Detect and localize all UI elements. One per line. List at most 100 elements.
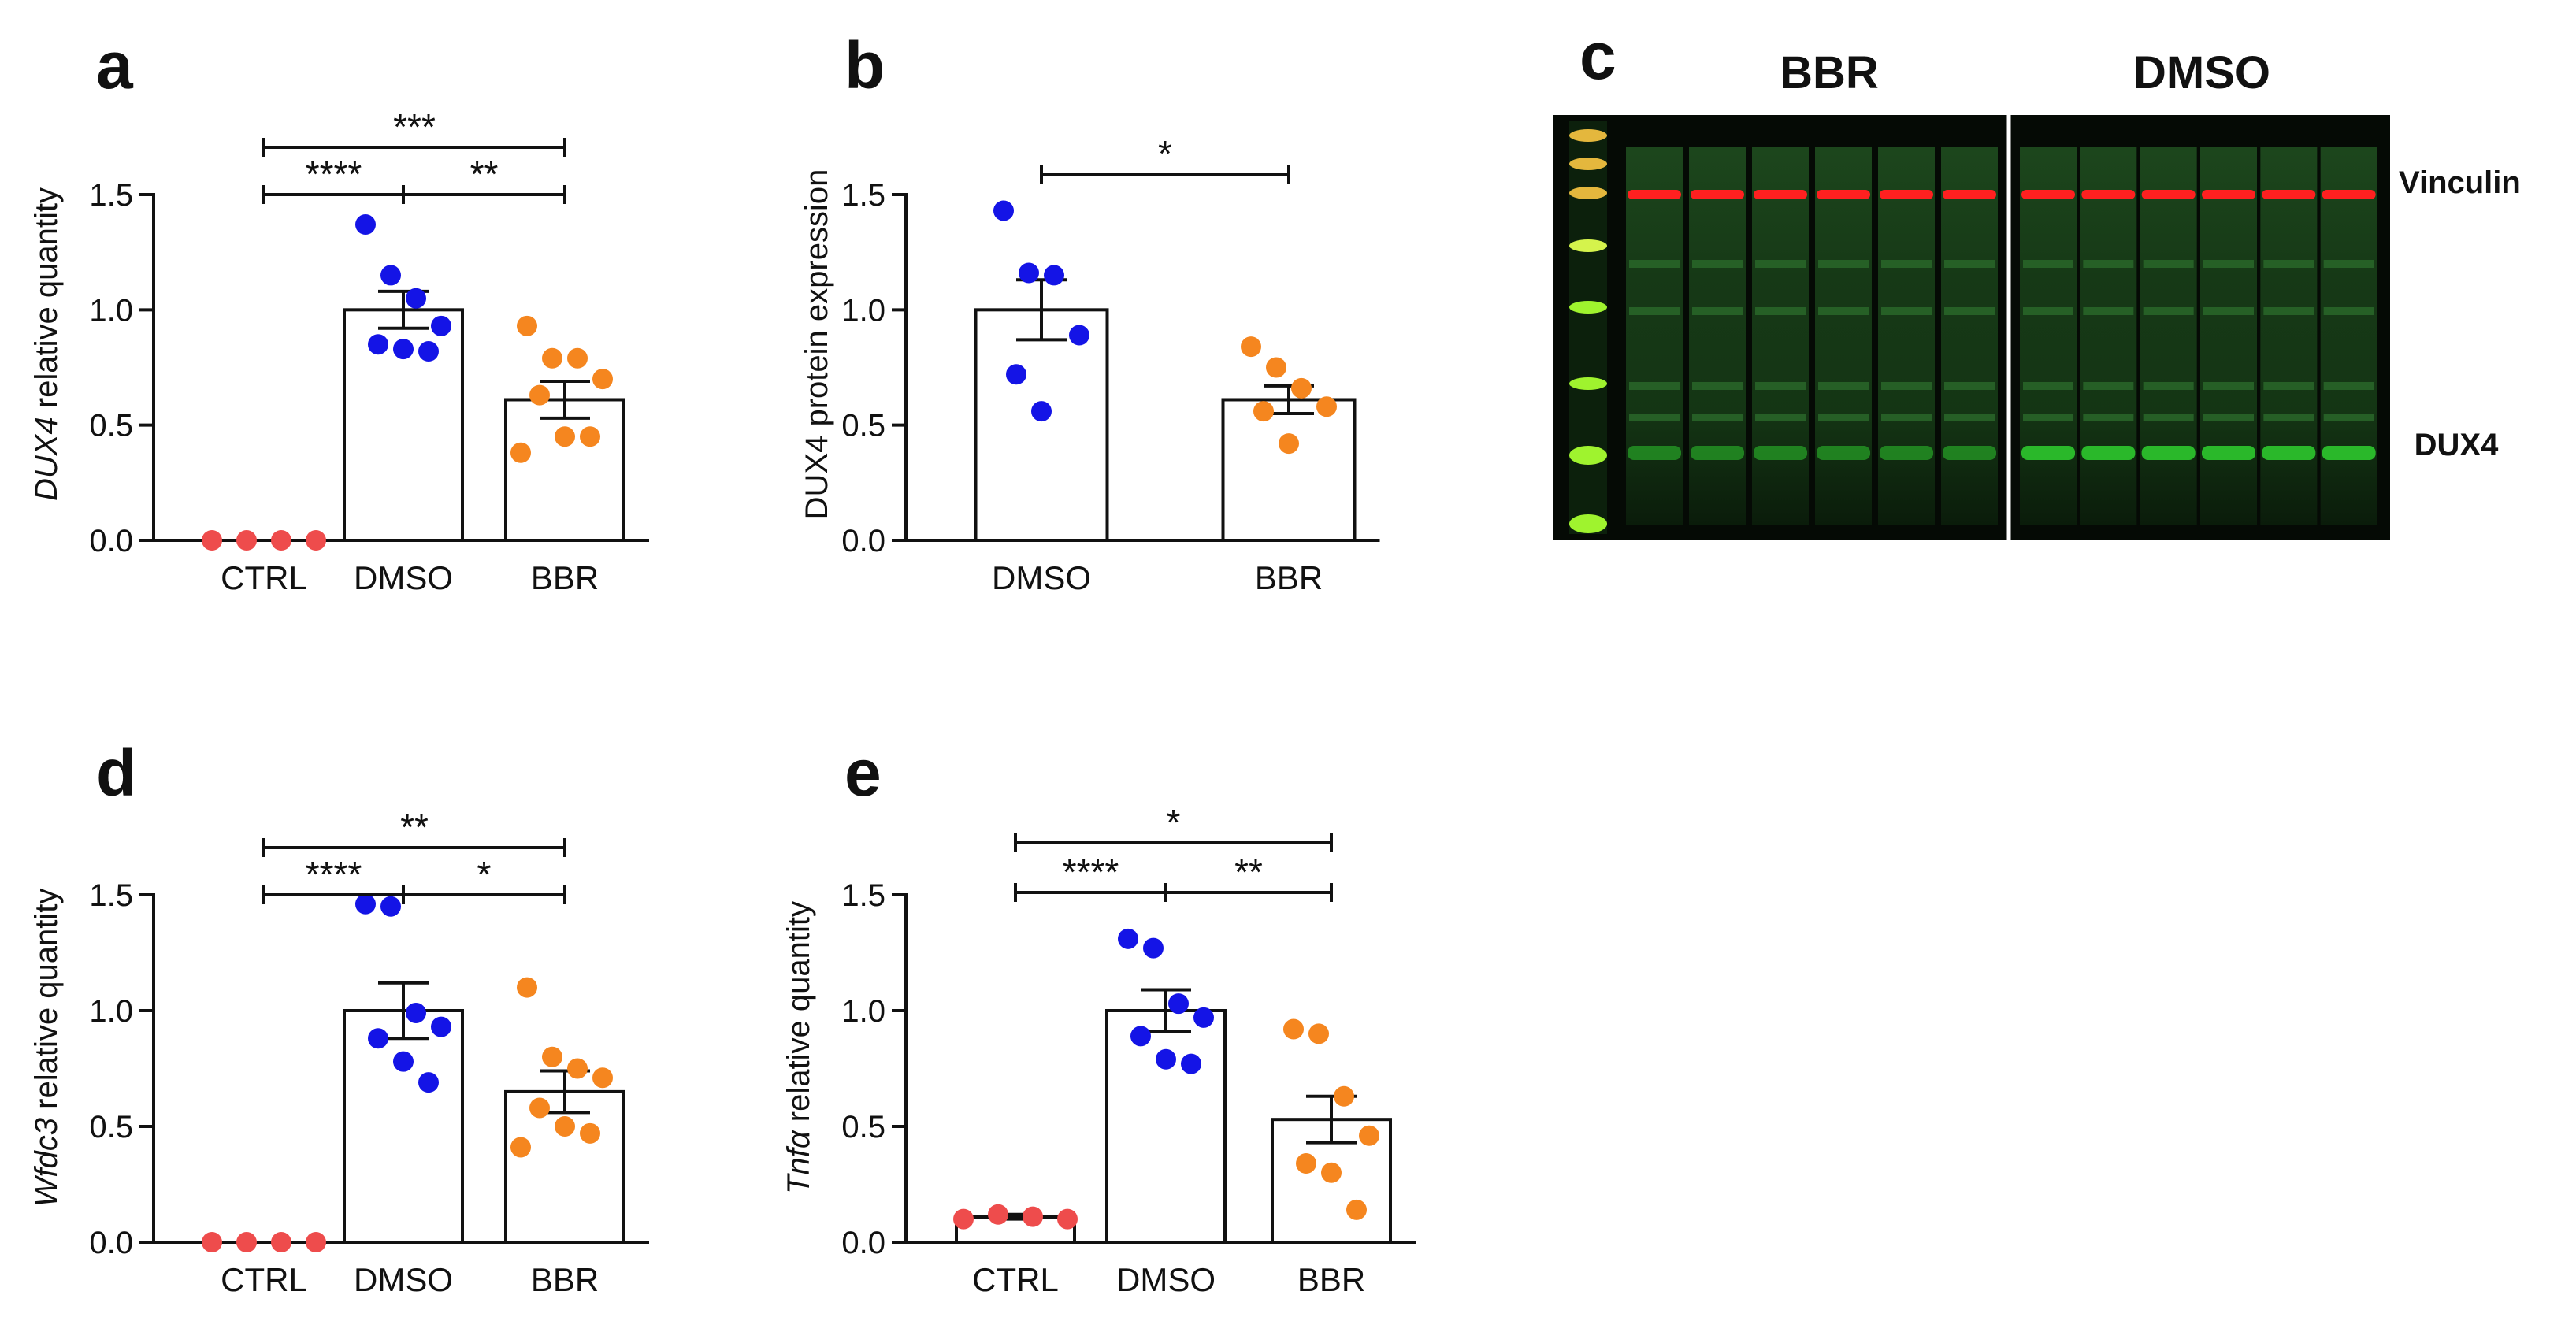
blot-faint-band — [1692, 260, 1743, 268]
panel-b-point-bbr — [1316, 396, 1337, 417]
blot-dux4-band — [2262, 446, 2316, 460]
panel-a-point-ctrl — [202, 530, 222, 551]
panel-e-point-dmso — [1181, 1053, 1201, 1074]
blot-faint-band — [1755, 307, 1806, 315]
blot-faint-band — [2263, 382, 2314, 390]
panel-a-sig-label: *** — [393, 106, 436, 147]
blot-faint-band — [2263, 260, 2314, 268]
panel-d-point-bbr — [529, 1097, 550, 1119]
blot-sample-lane — [2080, 147, 2137, 525]
panel-d-y-label-rest: relative quantity — [29, 889, 64, 1118]
blot-sample-lane — [1689, 147, 1746, 525]
blot-sample-lane — [2020, 147, 2077, 525]
panel-a-point-bbr — [542, 347, 562, 369]
blot-faint-band — [1944, 260, 1995, 268]
blot-dux4-band — [1943, 446, 1996, 460]
panel-b-x-tick-label-bbr: BBR — [1255, 559, 1323, 596]
blot-sample-lane — [2200, 147, 2257, 525]
blot-ladder-lane — [1569, 121, 1607, 534]
panel-e-point-bbr — [1321, 1162, 1342, 1183]
panel-d-y-tick-label: 1.5 — [89, 878, 133, 913]
blot-faint-band — [1692, 307, 1743, 315]
blot-faint-band — [1818, 260, 1869, 268]
panel-b-y-label-rest: DUX4 protein expression — [800, 169, 834, 520]
panel-e-y-tick-label: 1.0 — [841, 994, 885, 1029]
panel-d-point-dmso — [406, 1002, 426, 1023]
panel-e-y-axis-label: Tnfα relative quantity — [781, 901, 816, 1194]
panel-d-point-ctrl — [202, 1232, 222, 1252]
blot-faint-band — [2083, 260, 2134, 268]
blot-faint-band — [2023, 382, 2073, 390]
blot-faint-band — [1881, 307, 1932, 315]
panel-a-point-bbr — [580, 426, 600, 447]
blot-faint-band — [2143, 382, 2194, 390]
panel-b-point-bbr — [1291, 377, 1312, 399]
blot-faint-band — [1755, 260, 1806, 268]
panel-e-x-tick-label-dmso: DMSO — [1116, 1261, 1216, 1298]
panel-e-bar-dmso — [1105, 1009, 1227, 1244]
panel-e-point-bbr — [1296, 1153, 1316, 1174]
panel-b-point-dmso — [1069, 325, 1089, 346]
blot-faint-band — [2203, 260, 2254, 268]
panel-e-point-dmso — [1130, 1026, 1151, 1047]
panel-e-x-tick-label-ctrl: CTRL — [972, 1261, 1059, 1298]
panel-e-point-bbr — [1283, 1018, 1304, 1040]
panel-a-point-bbr — [592, 369, 613, 390]
blot-faint-band — [1818, 382, 1869, 390]
panel-d-point-bbr — [592, 1067, 613, 1089]
blot-faint-band — [2143, 307, 2194, 315]
blot-ladder-band — [1569, 514, 1607, 533]
panel-d-y-label-italic: Wfdc3 — [29, 1118, 64, 1207]
blot-sample-lane — [1752, 147, 1809, 525]
panel-e-sig-label: * — [1167, 802, 1181, 843]
panel-e-point-dmso — [1118, 928, 1138, 949]
panel-d-point-dmso — [393, 1051, 414, 1072]
panel-a-y-axis-label: DUX4 relative quantity — [29, 187, 64, 501]
panel-b-y-tick-label: 1.0 — [841, 293, 885, 328]
blot-faint-band — [2023, 414, 2073, 421]
panel-c-western-blot: c BBR DMSO Vinculin DUX4 — [1553, 19, 2521, 540]
panel-d-x-tick-label-ctrl: CTRL — [221, 1261, 307, 1298]
panel-d-x-tick-label-dmso: DMSO — [354, 1261, 453, 1298]
panel-b-point-dmso — [1044, 265, 1064, 286]
blot-faint-band — [1629, 382, 1680, 390]
blot-faint-band — [2323, 382, 2374, 390]
panel-d-sig-label: * — [477, 854, 492, 895]
blot-faint-band — [2263, 414, 2314, 421]
blot-ladder-band — [1569, 239, 1607, 252]
panel-d-sig-label: ** — [400, 807, 429, 848]
blot-dux4-band — [1880, 446, 1933, 460]
panel-d-y-tick-label: 1.0 — [89, 994, 133, 1029]
blot-dux4-band — [1691, 446, 1744, 460]
blot-sample-lane — [1815, 147, 1872, 525]
panel-b-bar-dmso — [974, 308, 1109, 542]
blot-sample-lane — [2140, 147, 2197, 525]
panel-e-sig-label: **** — [1063, 852, 1119, 892]
panel-d-y-tick-label: 0.0 — [89, 1226, 133, 1260]
blot-vinculin-band — [1943, 190, 1996, 199]
panel-d-point-bbr — [580, 1122, 600, 1144]
blot-group-label-bbr: BBR — [1780, 47, 1879, 98]
blot-faint-band — [2323, 260, 2374, 268]
blot-dux4-band — [2202, 446, 2255, 460]
panel-d-point-ctrl — [306, 1232, 326, 1252]
panel-e-point-ctrl — [1023, 1206, 1043, 1227]
panel-a-point-dmso — [393, 339, 414, 360]
panel-a-sig-label: **** — [306, 154, 362, 195]
band-label-vinculin: Vinculin — [2399, 165, 2521, 200]
blot-faint-band — [1944, 307, 1995, 315]
panel-d-point-ctrl — [271, 1232, 291, 1252]
blot-faint-band — [2083, 307, 2134, 315]
panel-d-point-bbr — [517, 977, 537, 998]
panel-b-point-dmso — [1019, 262, 1039, 284]
panel-b-letter: b — [844, 28, 885, 102]
panel-a-y-label-rest: relative quantity — [29, 187, 64, 417]
panel-a-point-dmso — [368, 334, 388, 355]
panel-e-y-tick-label: 0.5 — [841, 1110, 885, 1145]
panel-d-point-bbr — [567, 1058, 588, 1079]
band-label-dux4: DUX4 — [2415, 428, 2499, 462]
panel-d-bar-bbr — [504, 1089, 625, 1245]
panel-d-point-bbr — [555, 1116, 575, 1137]
blot-vinculin-band — [2262, 190, 2316, 199]
panel-d-y-axis-label: Wfdc3 relative quantity — [29, 889, 64, 1208]
